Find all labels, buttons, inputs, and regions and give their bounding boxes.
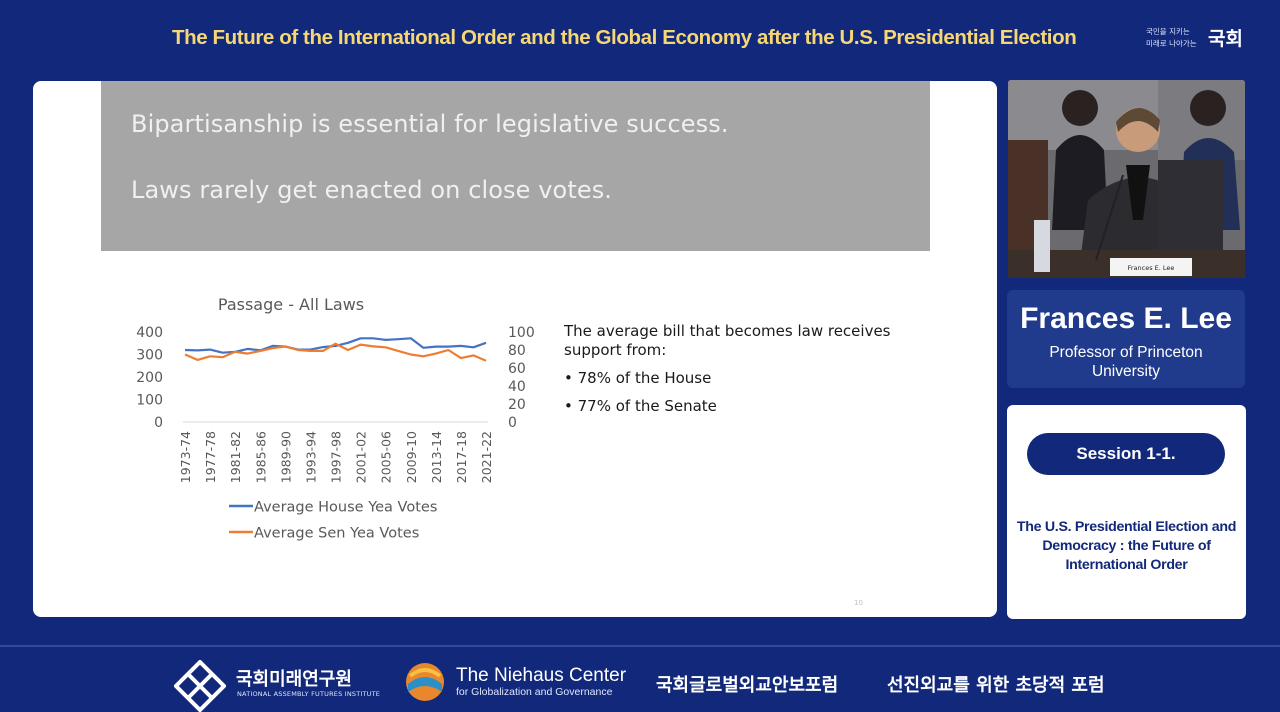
x-axis-tick-label: 2009-10: [404, 431, 419, 483]
chart-title: Passage - All Laws: [218, 295, 364, 314]
slide-headline-2: Laws rarely get enacted on close votes.: [131, 176, 613, 204]
right-axis-tick-label: 20: [508, 397, 526, 413]
session-title: The U.S. Presidential Election and Democ…: [1007, 518, 1246, 575]
speaker-video-feed: Frances E. Lee: [1008, 80, 1245, 278]
list-item: 77% of the Senate: [564, 397, 894, 416]
x-axis-tick-label: 2001-02: [354, 431, 369, 483]
event-title: The Future of the International Order an…: [172, 26, 1077, 49]
x-axis-tick-label: 2005-06: [379, 431, 394, 483]
speaker-title: Professor of Princeton University: [1007, 343, 1245, 381]
left-axis-tick-label: 100: [136, 393, 163, 409]
legend-house-label: Average House Yea Votes: [254, 500, 437, 516]
logo-wordmark: 국회: [1208, 28, 1243, 50]
x-axis-tick-label: 2021-22: [479, 431, 494, 483]
passage-line-chart: Passage - All Laws 0 100 200 300 400 0 20 40 60…: [136, 295, 535, 542]
x-axis-tick-label: 1977-78: [203, 431, 218, 483]
header-bar: The Future of the International Order an…: [0, 0, 1280, 80]
right-axis-tick-label: 0: [508, 415, 517, 431]
list-item: 78% of the House: [564, 369, 894, 388]
slide-headline-box: Bipartisanship is essential for legislat…: [101, 81, 930, 251]
speaker-card: Frances E. Lee Professor of Princeton Un…: [1007, 290, 1245, 388]
logo-slogan-line-2: 미래로 나아가는: [1146, 39, 1197, 48]
right-axis-tick-label: 40: [508, 379, 526, 395]
x-axis-tick-label: 1973-74: [178, 431, 193, 483]
x-axis: 1973-74 1977-78 1981-82 1985-86 1989-90 1993-…: [178, 431, 494, 483]
session-title-line-1: The U.S. Presidential Election and: [1016, 519, 1237, 535]
slide-page-number: 10: [854, 599, 863, 607]
x-axis-tick-label: 1993-94: [303, 431, 318, 483]
speaker-nameplate: Frances E. Lee: [1128, 264, 1175, 272]
session-title-line-3: International Order: [1065, 557, 1188, 573]
left-axis-tick-label: 200: [136, 370, 163, 386]
niehaus-center-subtitle: for Globalization and Governance: [456, 686, 613, 698]
futures-institute-subtitle: NATIONAL ASSEMBLY FUTURES INSTITUTE: [237, 690, 381, 698]
left-axis-tick-label: 400: [136, 325, 163, 341]
national-assembly-logo: 국민을 지키는 미래로 나아가는 국회: [1146, 24, 1248, 52]
speaker-title-line-2: University: [1091, 363, 1161, 380]
chart-series: [184, 337, 487, 362]
key-stats: The average bill that becomes law receiv…: [564, 322, 894, 416]
speaker-video-frame: Frances E. Lee: [1008, 80, 1245, 278]
bipartisan-forum-name: 선진외교를 위한 초당적 포럼: [887, 675, 1105, 696]
sponsor-footer: 국회미래연구원 NATIONAL ASSEMBLY FUTURES INSTIT…: [0, 645, 1280, 712]
left-axis-tick-label: 300: [136, 348, 163, 364]
futures-institute-logo-icon: [174, 660, 226, 712]
speaker-title-line-1: Professor of Princeton: [1049, 344, 1203, 361]
right-axis-tick-label: 60: [508, 361, 526, 377]
slide-headline-1: Bipartisanship is essential for legislat…: [131, 110, 729, 138]
futures-institute-name: 국회미래연구원: [236, 669, 352, 690]
x-axis-tick-label: 2013-14: [429, 431, 444, 483]
legend-senate-label: Average Sen Yea Votes: [254, 526, 419, 542]
right-axis-tick-label: 100: [508, 325, 535, 341]
key-stats-intro: The average bill that becomes law receiv…: [564, 322, 891, 359]
x-axis-tick-label: 2017-18: [454, 431, 469, 483]
niehaus-globe-icon: [406, 663, 444, 701]
chart-legend: Average House Yea Votes Average Sen Yea …: [229, 500, 437, 542]
right-axis-tick-label: 80: [508, 343, 526, 359]
niehaus-center-name: The Niehaus Center: [456, 665, 627, 686]
session-card: Session 1-1. The U.S. Presidential Elect…: [1007, 405, 1246, 619]
right-axis: 0 20 40 60 80 100: [508, 325, 535, 431]
x-axis-tick-label: 1997-98: [329, 431, 344, 483]
key-stats-list: 78% of the House 77% of the Senate: [564, 369, 894, 416]
session-title-line-2: Democracy : the Future of: [1042, 538, 1211, 554]
logo-slogan-line-1: 국민을 지키는: [1146, 27, 1190, 36]
x-axis-tick-label: 1981-82: [228, 431, 243, 483]
session-badge: Session 1-1.: [1027, 433, 1225, 475]
senate-series-line: [184, 342, 487, 362]
global-diplomacy-forum-name: 국회글로벌외교안보포럼: [656, 675, 839, 696]
presentation-slide: Bipartisanship is essential for legislat…: [33, 81, 997, 617]
house-series-line: [184, 337, 487, 354]
x-axis-tick-label: 1985-86: [253, 431, 268, 483]
left-axis-tick-label: 0: [154, 415, 163, 431]
left-axis: 0 100 200 300 400: [136, 325, 163, 431]
x-axis-tick-label: 1989-90: [278, 431, 293, 483]
speaker-name: Frances E. Lee: [1020, 302, 1232, 335]
